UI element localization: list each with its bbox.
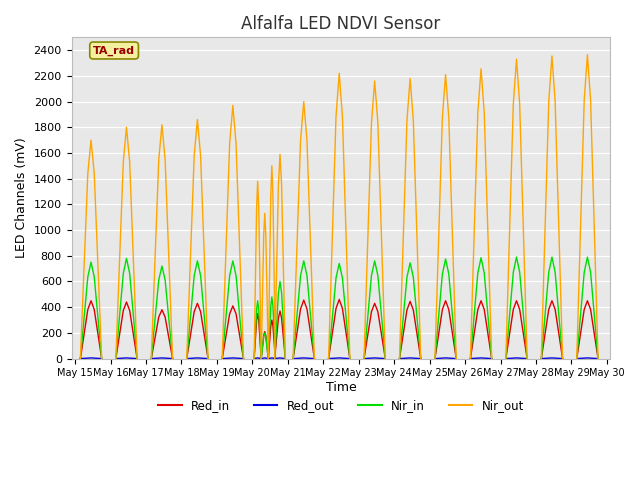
Y-axis label: LED Channels (mV): LED Channels (mV) [15, 138, 28, 258]
Title: Alfalfa LED NDVI Sensor: Alfalfa LED NDVI Sensor [241, 15, 440, 33]
Legend: Red_in, Red_out, Nir_in, Nir_out: Red_in, Red_out, Nir_in, Nir_out [153, 395, 529, 417]
Text: TA_rad: TA_rad [93, 46, 135, 56]
X-axis label: Time: Time [326, 381, 356, 394]
